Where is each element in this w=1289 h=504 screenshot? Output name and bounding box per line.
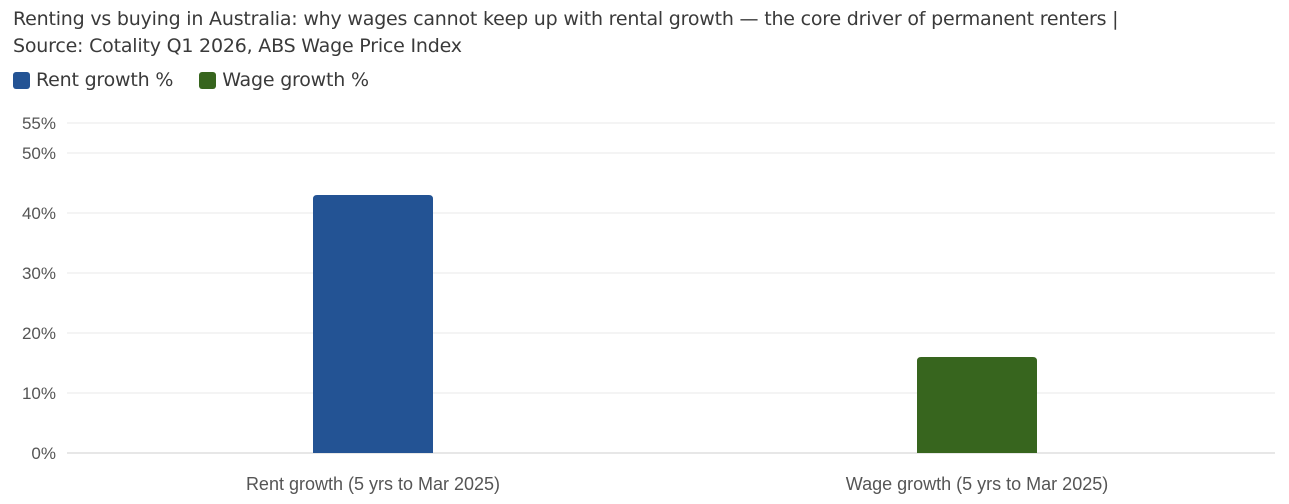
chart-title: Renting vs buying in Australia: why wage… (13, 6, 1275, 60)
legend-item-rent[interactable]: Rent growth % (13, 69, 173, 91)
y-tick-label: 55% (22, 114, 56, 133)
chart-legend: Rent growth % Wage growth % (13, 68, 369, 92)
y-tick-label: 0% (31, 444, 56, 463)
chart-title-line-1: Renting vs buying in Australia: why wage… (13, 8, 1119, 30)
legend-label-wage: Wage growth % (222, 69, 369, 91)
y-tick-label: 50% (22, 144, 56, 163)
x-category-label: Rent growth (5 yrs to Mar 2025) (246, 474, 500, 494)
y-tick-label: 20% (22, 324, 56, 343)
bars (313, 195, 1037, 453)
gridlines (67, 122, 1275, 454)
legend-swatch-rent (13, 71, 30, 89)
x-axis: Rent growth (5 yrs to Mar 2025) Wage grow… (246, 474, 1108, 494)
x-category-label: Wage growth (5 yrs to Mar 2025) (846, 474, 1108, 494)
bar-rent-growth[interactable] (313, 195, 433, 453)
y-tick-label: 10% (22, 384, 56, 403)
legend-swatch-wage (199, 71, 217, 89)
legend-item-wage[interactable]: Wage growth % (199, 69, 369, 91)
chart-title-line-2: Source: Cotality Q1 2026, ABS Wage Price… (13, 35, 462, 57)
y-tick-label: 40% (22, 204, 56, 223)
legend-label-rent: Rent growth % (36, 69, 174, 91)
bar-wage-growth[interactable] (917, 357, 1037, 453)
y-axis: 0% 10% 20% 30% 40% 50% 55% (22, 114, 56, 463)
y-tick-label: 30% (22, 264, 56, 283)
